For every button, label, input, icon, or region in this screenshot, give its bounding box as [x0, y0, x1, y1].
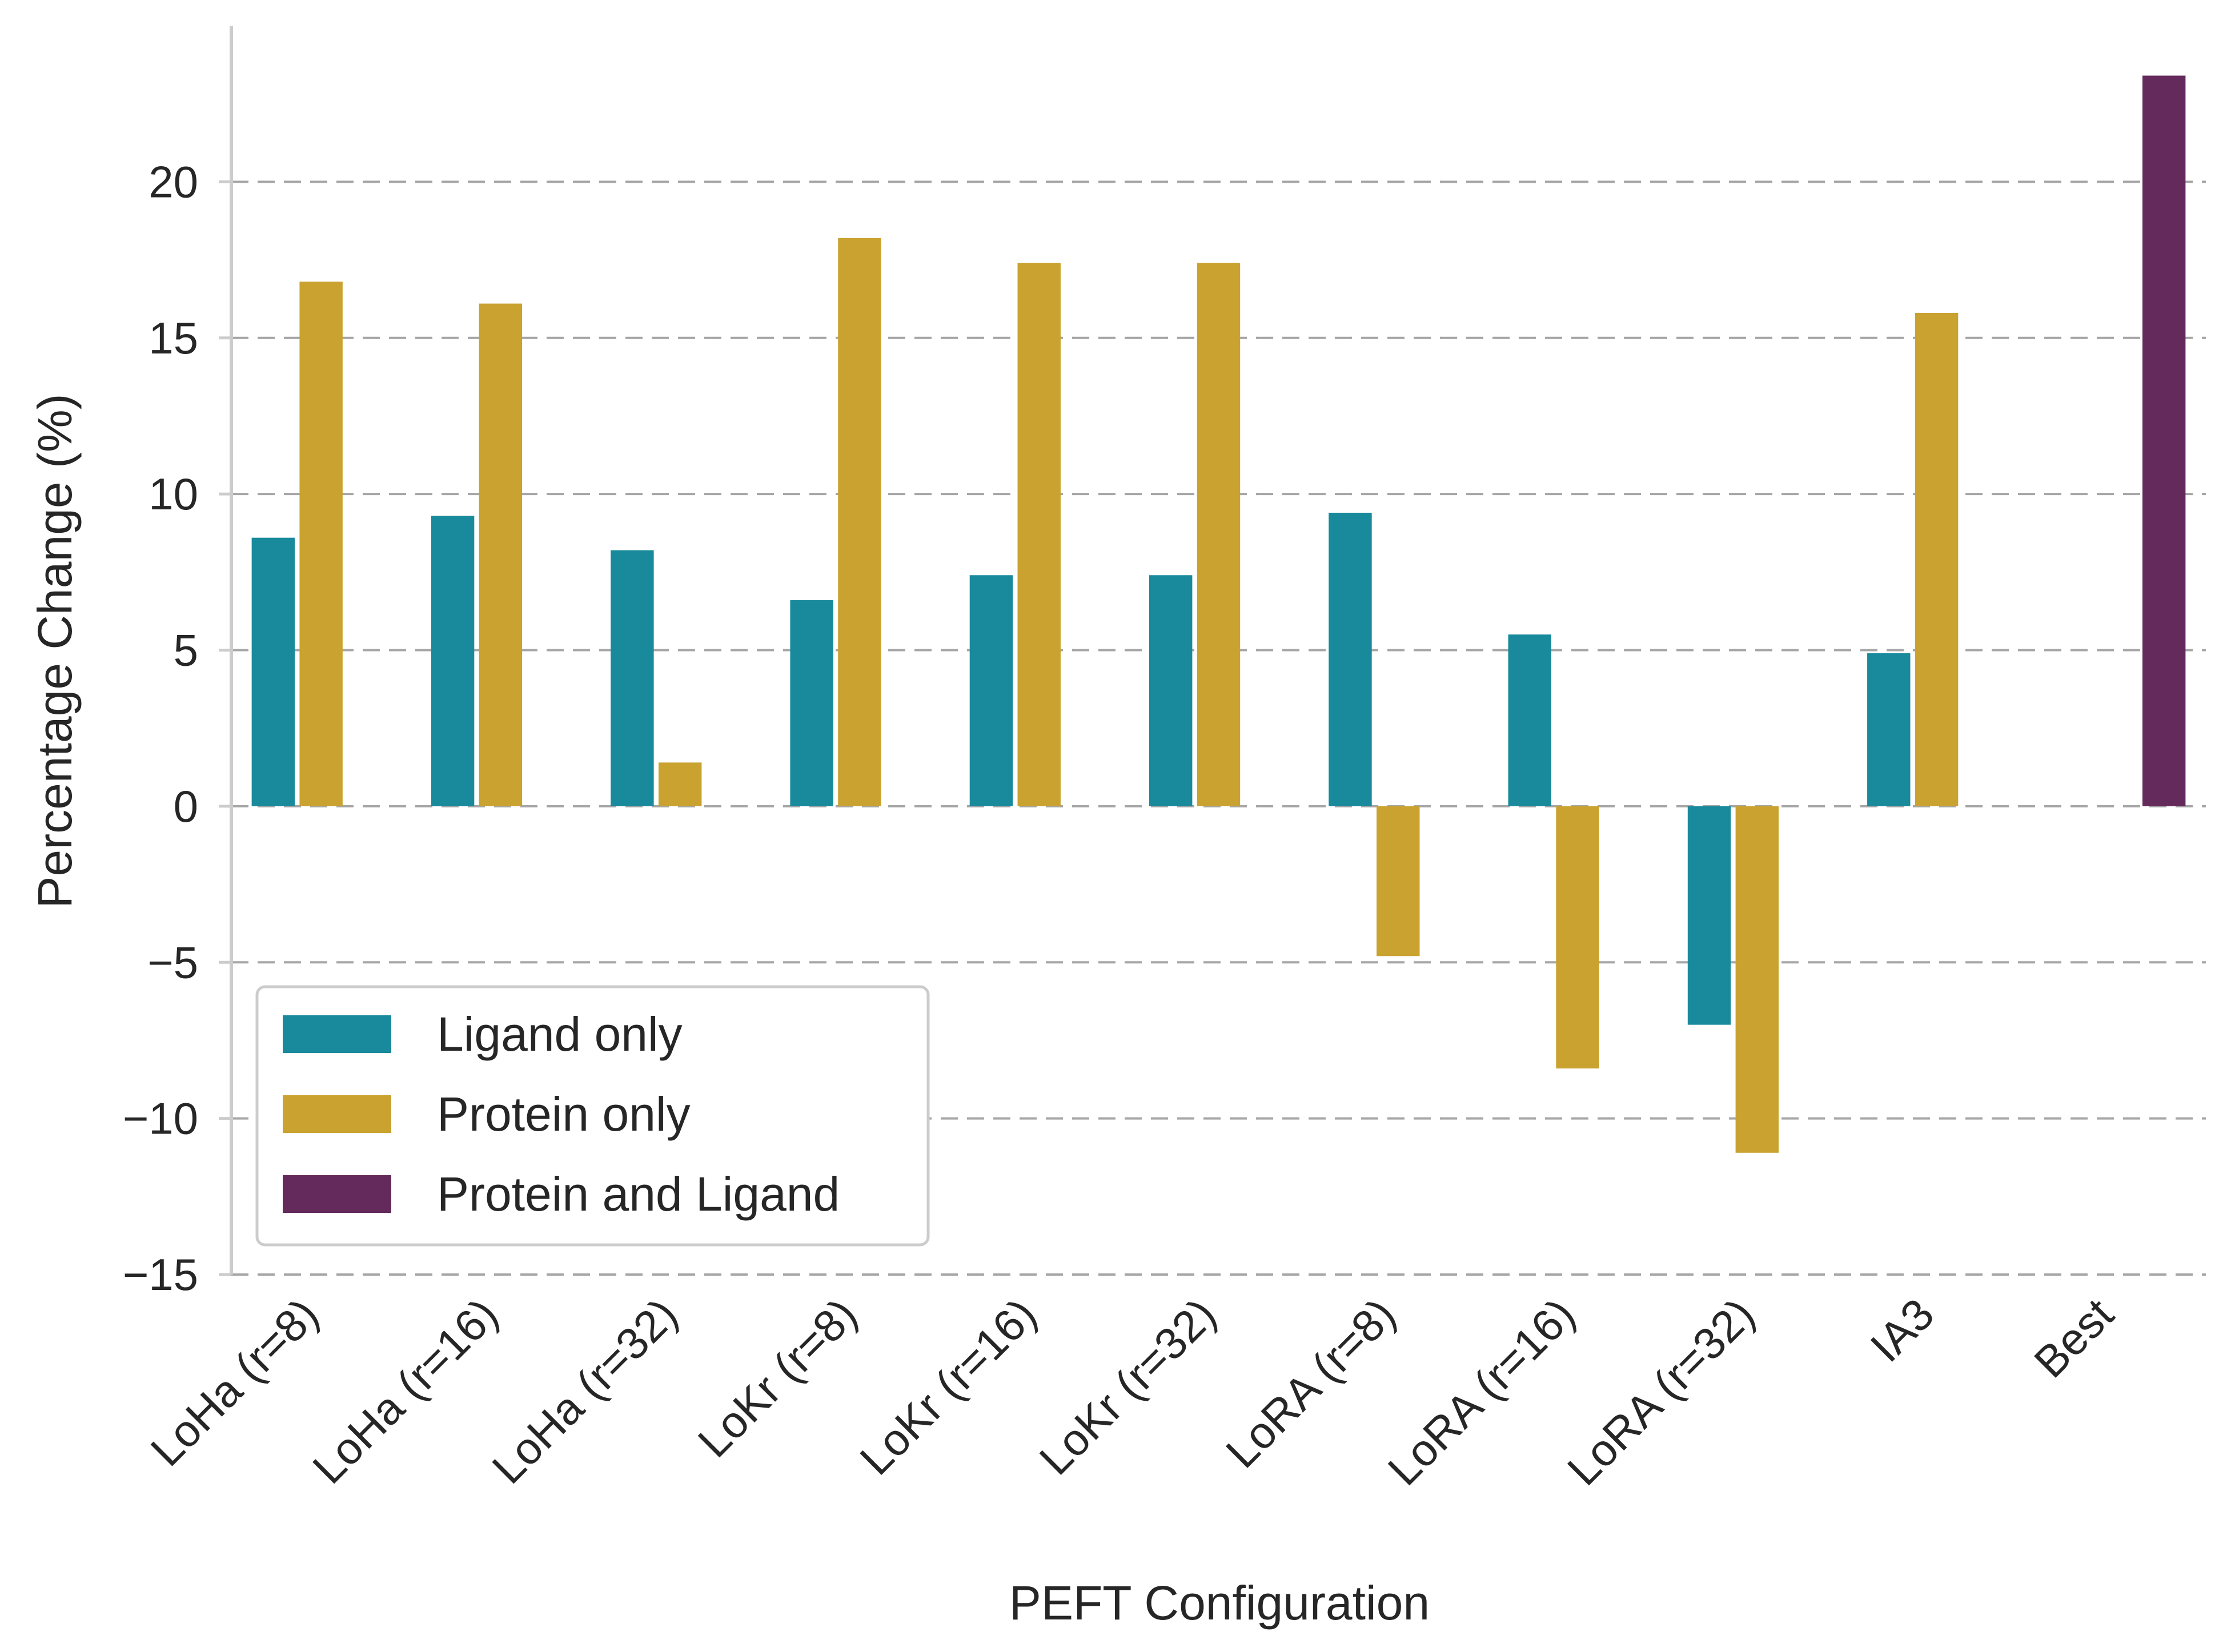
x-tick-label: LoKr (r=16) — [850, 1289, 1046, 1485]
legend-label: Ligand only — [437, 1007, 683, 1061]
x-tick-label: LoHa (r=16) — [303, 1289, 507, 1493]
bar — [1687, 806, 1731, 1025]
x-tick-label: LoKr (r=8) — [688, 1289, 866, 1467]
legend-swatch — [283, 1175, 391, 1213]
y-axis-title: Percentage Change (%) — [28, 393, 82, 908]
y-tick-labels: −15 −10 −5 0 5 10 15 20 — [123, 156, 231, 1300]
x-tick-label: IA3 — [1861, 1289, 1944, 1372]
bar — [1329, 512, 1372, 806]
y-tick-label: 0 — [174, 781, 198, 831]
bars — [251, 75, 2186, 1153]
legend-box — [255, 985, 930, 1247]
y-tick-label: 10 — [149, 469, 198, 519]
x-tick-label: LoRA (r=32) — [1558, 1289, 1764, 1495]
y-tick-label: −5 — [147, 937, 198, 987]
x-axis-title: PEFT Configuration — [1009, 1576, 1430, 1630]
legend-swatch — [283, 1095, 391, 1133]
bar — [299, 282, 343, 806]
bar — [1149, 575, 1193, 806]
legend-label: Protein only — [437, 1087, 691, 1141]
bar — [431, 516, 475, 806]
x-tick-labels: LoHa (r=8)LoHa (r=16)LoHa (r=32) LoKr (r=… — [141, 1289, 2123, 1495]
legend-swatch — [283, 1015, 391, 1053]
bar — [838, 238, 881, 806]
y-tick-label: 20 — [149, 156, 198, 207]
y-tick-label: 5 — [174, 625, 198, 676]
bar — [658, 762, 702, 806]
bar — [790, 600, 833, 806]
y-tick-label: −10 — [123, 1094, 198, 1144]
y-tick-label: 15 — [149, 313, 198, 363]
legend: Ligand only Protein only Protein and Ligan… — [255, 985, 930, 1247]
y-tick-label: −15 — [123, 1249, 198, 1300]
bar — [611, 550, 654, 806]
bar — [1867, 653, 1911, 806]
bar — [1017, 263, 1061, 806]
bar — [1915, 313, 1959, 806]
bar — [479, 303, 523, 806]
bar — [251, 537, 295, 806]
x-tick-label: LoKr (r=32) — [1030, 1289, 1226, 1485]
x-tick-label: LoHa (r=32) — [483, 1289, 687, 1493]
bar — [1508, 634, 1551, 806]
x-tick-label: Best — [2024, 1289, 2123, 1388]
x-tick-label: LoRA (r=16) — [1378, 1289, 1584, 1495]
legend-label: Protein and Ligand — [437, 1167, 840, 1221]
bar — [1197, 263, 1241, 806]
bar — [969, 575, 1013, 806]
bar — [2142, 75, 2186, 806]
x-tick-label: LoRA (r=8) — [1216, 1289, 1405, 1477]
bar — [1377, 806, 1420, 956]
x-tick-label: LoHa (r=8) — [141, 1289, 328, 1476]
bar — [1735, 806, 1779, 1153]
bar — [1556, 806, 1599, 1069]
